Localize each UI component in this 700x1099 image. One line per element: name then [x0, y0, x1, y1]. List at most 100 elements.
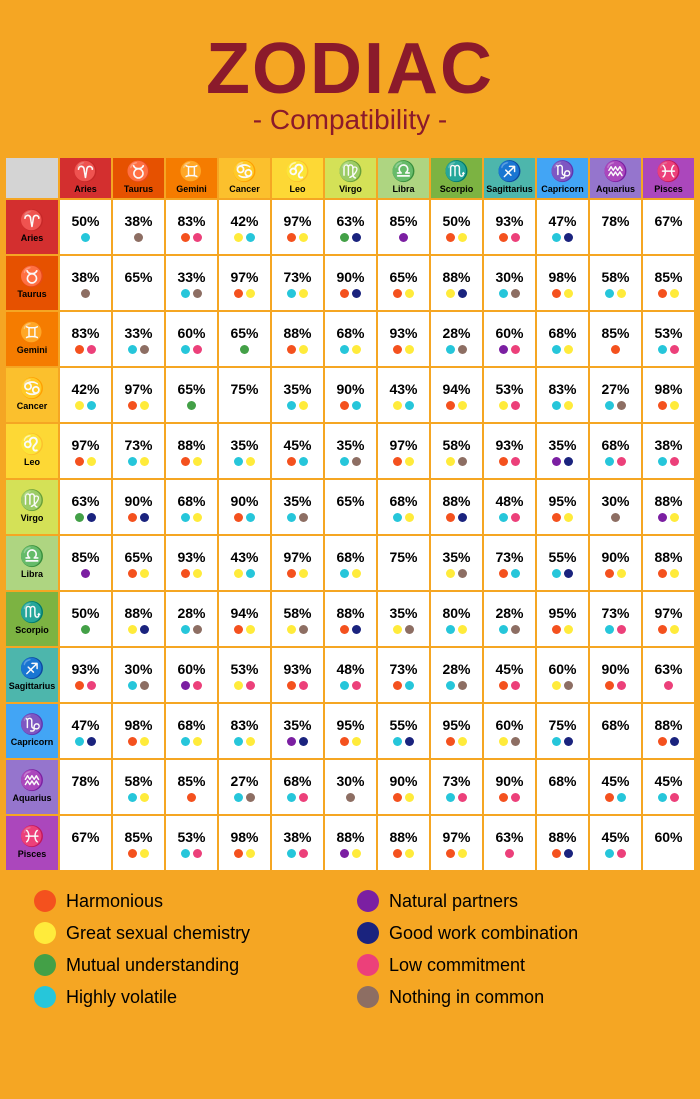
zodiac-label: Virgo	[21, 513, 44, 523]
trait-dots	[611, 345, 620, 355]
col-header-taurus: ♉Taurus	[113, 158, 164, 198]
trait-dots	[446, 457, 467, 467]
trait-dot-sexual	[140, 401, 149, 410]
pct-value: 65%	[124, 269, 152, 285]
trait-dot-volatile	[246, 233, 255, 242]
pct-value: 53%	[654, 325, 682, 341]
compat-cell: 65%	[166, 368, 217, 422]
trait-dot-natural	[181, 681, 190, 690]
trait-dot-nothing	[140, 345, 149, 354]
zodiac-label: Aries	[74, 184, 97, 194]
trait-dot-harmonious	[393, 457, 402, 466]
pct-value: 28%	[442, 661, 470, 677]
trait-dot-harmonious	[446, 513, 455, 522]
compat-cell: 68%	[590, 704, 641, 758]
trait-dot-sexual	[446, 457, 455, 466]
trait-dots	[393, 793, 414, 803]
trait-dots	[552, 233, 573, 243]
trait-dots	[340, 681, 361, 691]
trait-dot-harmonious	[446, 233, 455, 242]
pct-value: 38%	[283, 829, 311, 845]
trait-dot-harmonious	[187, 793, 196, 802]
trait-dot-sexual	[140, 457, 149, 466]
trait-dots	[393, 401, 414, 411]
trait-dots	[181, 289, 202, 299]
compat-cell: 95%	[431, 704, 482, 758]
legend-label: Great sexual chemistry	[66, 923, 250, 944]
trait-dot-work	[405, 737, 414, 746]
trait-dot-sexual	[299, 569, 308, 578]
trait-dot-sexual	[352, 569, 361, 578]
compat-cell: 73%	[431, 760, 482, 814]
trait-dot-low	[670, 793, 679, 802]
trait-dot-nothing	[458, 569, 467, 578]
trait-dot-natural	[81, 569, 90, 578]
pct-value: 97%	[389, 437, 417, 453]
pct-value: 27%	[230, 773, 258, 789]
trait-dots	[181, 625, 202, 635]
compat-cell: 65%	[378, 256, 429, 310]
trait-dots	[499, 401, 520, 411]
trait-dots	[287, 849, 308, 859]
pct-value: 45%	[601, 829, 629, 845]
trait-dot-work	[564, 737, 573, 746]
trait-dot-sexual	[670, 625, 679, 634]
compat-cell: 65%	[113, 536, 164, 590]
compat-cell: 93%	[272, 648, 323, 702]
compat-cell: 75%	[378, 536, 429, 590]
trait-dots	[287, 289, 308, 299]
trait-dots	[340, 569, 361, 579]
pct-value: 45%	[654, 773, 682, 789]
compat-cell: 43%	[378, 368, 429, 422]
pct-value: 63%	[495, 829, 523, 845]
trait-dots	[499, 793, 520, 803]
pct-value: 93%	[71, 661, 99, 677]
pct-value: 97%	[283, 549, 311, 565]
trait-dot-sexual	[458, 401, 467, 410]
pct-value: 65%	[389, 269, 417, 285]
pct-value: 43%	[389, 381, 417, 397]
compat-cell: 73%	[113, 424, 164, 478]
trait-dot-volatile	[393, 737, 402, 746]
trait-dot-harmonious	[75, 681, 84, 690]
trait-dot-low	[505, 849, 514, 858]
trait-dots	[287, 345, 308, 355]
trait-dot-volatile	[128, 345, 137, 354]
pct-value: 53%	[495, 381, 523, 397]
trait-dot-harmonious	[393, 849, 402, 858]
trait-dot-volatile	[234, 793, 243, 802]
legend-dot	[34, 890, 56, 912]
trait-dot-sexual	[193, 737, 202, 746]
trait-dots	[81, 233, 90, 243]
trait-dot-harmonious	[340, 401, 349, 410]
compat-cell: 83%	[537, 368, 588, 422]
zodiac-label: Cancer	[17, 401, 48, 411]
compat-cell: 90%	[325, 256, 376, 310]
pct-value: 73%	[495, 549, 523, 565]
pct-value: 97%	[654, 605, 682, 621]
trait-dot-work	[352, 289, 361, 298]
trait-dots	[552, 569, 573, 579]
trait-dot-sexual	[246, 457, 255, 466]
pct-value: 93%	[283, 661, 311, 677]
legend-dot	[34, 986, 56, 1008]
trait-dots	[658, 737, 679, 747]
trait-dot-nothing	[246, 793, 255, 802]
trait-dots	[552, 849, 573, 859]
row-header-aries: ♈Aries	[6, 200, 58, 254]
trait-dot-low	[458, 793, 467, 802]
pct-value: 90%	[124, 493, 152, 509]
pct-value: 94%	[230, 605, 258, 621]
trait-dot-sexual	[564, 513, 573, 522]
trait-dot-mutual	[187, 401, 196, 410]
trait-dots	[240, 345, 249, 355]
trait-dot-low	[511, 513, 520, 522]
pct-value: 68%	[389, 493, 417, 509]
trait-dots	[605, 849, 626, 859]
trait-dots	[75, 345, 96, 355]
trait-dot-nothing	[299, 513, 308, 522]
pct-value: 98%	[230, 829, 258, 845]
compat-cell: 90%	[590, 536, 641, 590]
pct-value: 93%	[495, 213, 523, 229]
trait-dot-harmonious	[340, 289, 349, 298]
